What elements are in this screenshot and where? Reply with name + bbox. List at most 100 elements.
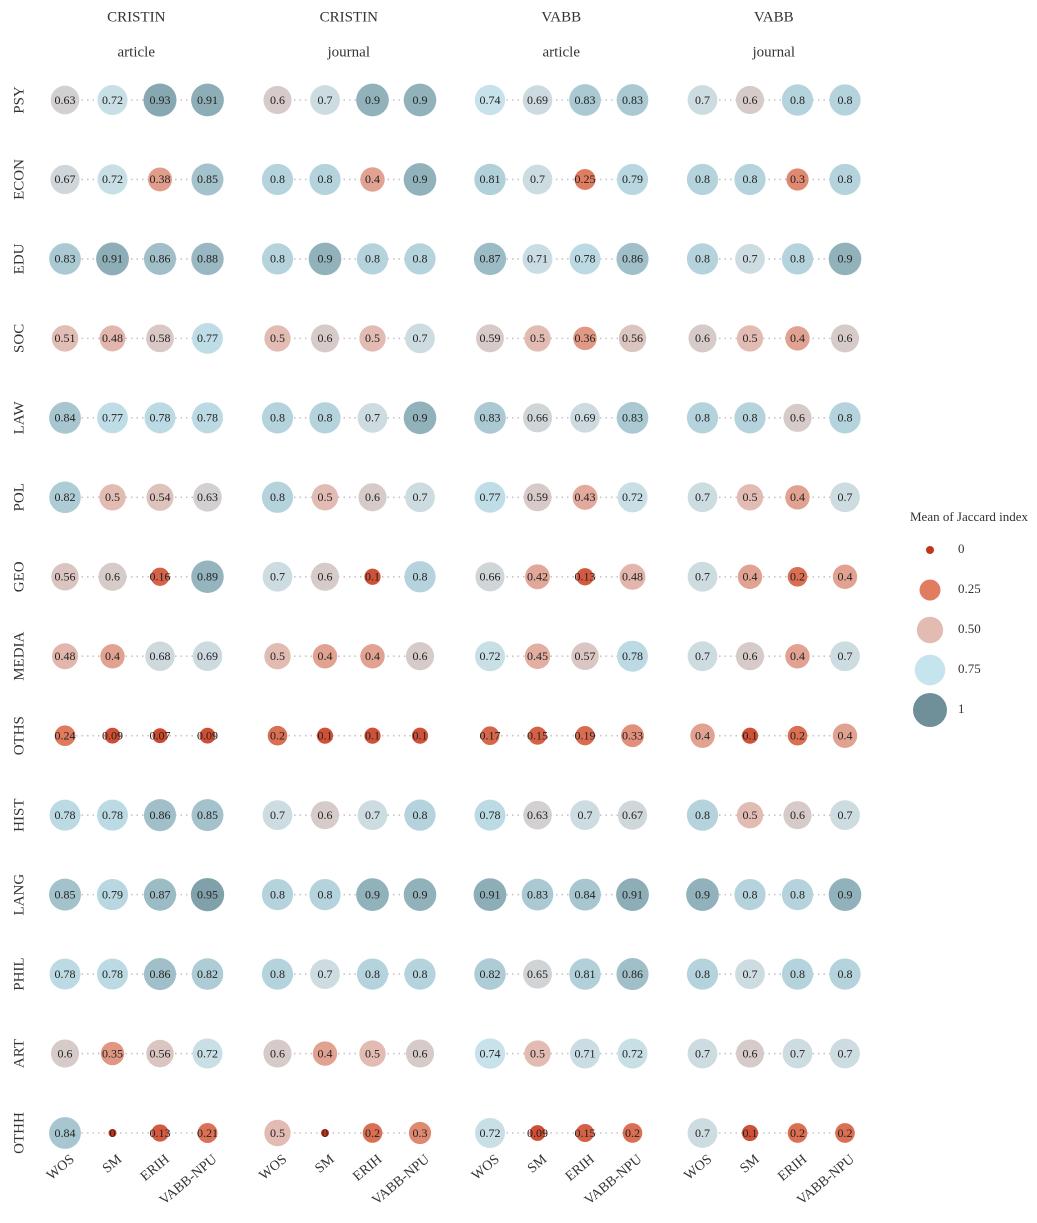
row-label: POL [11,483,27,511]
bubble [524,1040,551,1067]
bubble [411,727,429,744]
bubble [404,799,436,831]
bubble [569,84,601,116]
bubble [310,562,340,591]
bubble [146,483,174,511]
bubble [146,324,174,353]
value-label: 0.3 [413,1126,428,1140]
bubble [619,563,646,590]
bubble [474,1117,506,1149]
bubble [97,799,128,831]
bubble [310,85,340,115]
value-label: 0.8 [365,967,380,981]
bubble [787,566,808,587]
bubble [51,643,79,670]
bubble [616,242,649,275]
value-label: 0.56 [150,1046,171,1060]
bubble [687,85,718,115]
value-label: 0.9 [695,887,710,901]
row-label: OTHS [11,716,27,755]
value-label: 0.7 [838,1046,853,1060]
value-label: 0.95 [197,887,218,901]
value-label: 0.7 [743,252,758,266]
value-label: 0.45 [527,649,548,663]
facet-subtitle: journal [327,44,371,60]
value-label: 0.38 [150,172,171,186]
bubble [522,403,553,433]
bubble [523,800,552,830]
value-label: 0.9 [318,252,333,266]
value-label: 0.81 [575,967,596,981]
value-label: 0.5 [530,1046,545,1060]
value-label: 0.74 [480,93,501,107]
bubble [622,1123,643,1143]
legend-label: 0.75 [958,661,981,676]
value-label: 0.78 [622,649,643,663]
bubble [522,85,553,115]
bubble [262,800,293,831]
bubble [356,243,389,275]
value-label: 0.6 [743,93,758,107]
value-label: 0.4 [318,1046,333,1060]
value-label: 0.5 [743,331,758,345]
bubble [356,83,389,117]
bubble [480,726,500,746]
bubble [528,726,547,745]
bubble [54,725,76,747]
bubble [832,564,858,589]
value-label: 0.84 [55,1126,76,1140]
value-label: 0.78 [575,252,596,266]
value-label: 0.48 [102,331,123,345]
bubble [191,83,224,117]
value-label: 0.8 [318,172,333,186]
value-label: 0.7 [318,93,333,107]
value-label: 0.7 [838,649,853,663]
bubble [199,727,216,744]
value-label: 0.68 [150,649,171,663]
legend-title: Mean of Jaccard index [910,509,1029,524]
value-label: 0.6 [790,411,805,425]
bubble [735,1039,765,1068]
value-label: 0.7 [365,411,380,425]
value-label: 0.6 [743,1046,758,1060]
value-label: 0.6 [270,1046,285,1060]
value-label: 0.35 [102,1046,123,1060]
value-label: 0.7 [790,1046,805,1060]
value-label: 0.6 [695,331,710,345]
value-label: 0.4 [790,331,805,345]
bubble [473,242,507,276]
value-label: 0.67 [55,172,76,186]
value-label: 0.78 [480,808,501,822]
bubble [357,800,388,831]
value-label: 0.13 [575,570,596,584]
value-label: 0.6 [790,808,805,822]
value-label: 0.84 [575,887,596,901]
value-label: 0.86 [150,808,171,822]
value-label: 0.77 [102,411,123,425]
value-label: 0.72 [102,172,123,186]
bubble [617,800,648,830]
value-label: 0.9 [838,887,853,901]
value-label: 0.69 [197,649,218,663]
bubble [49,401,81,434]
bubble [573,326,597,351]
bubble [781,878,814,911]
value-label: 0.8 [318,411,333,425]
bubble [312,644,338,669]
bubble [360,644,385,669]
value-label: 0.83 [55,252,76,266]
bubble [408,1121,432,1145]
bubble [734,402,766,434]
bubble [616,84,649,116]
bubble [829,958,861,990]
value-label: 0.8 [270,490,285,504]
value-label: 0.16 [150,570,171,584]
bubble [308,242,342,276]
value-label: 0.5 [365,1046,380,1060]
bubble [404,958,436,990]
bubble [522,164,553,195]
value-label: 0.17 [480,728,501,742]
bubble [475,562,505,592]
bubble [310,324,340,353]
bubble [474,641,506,672]
